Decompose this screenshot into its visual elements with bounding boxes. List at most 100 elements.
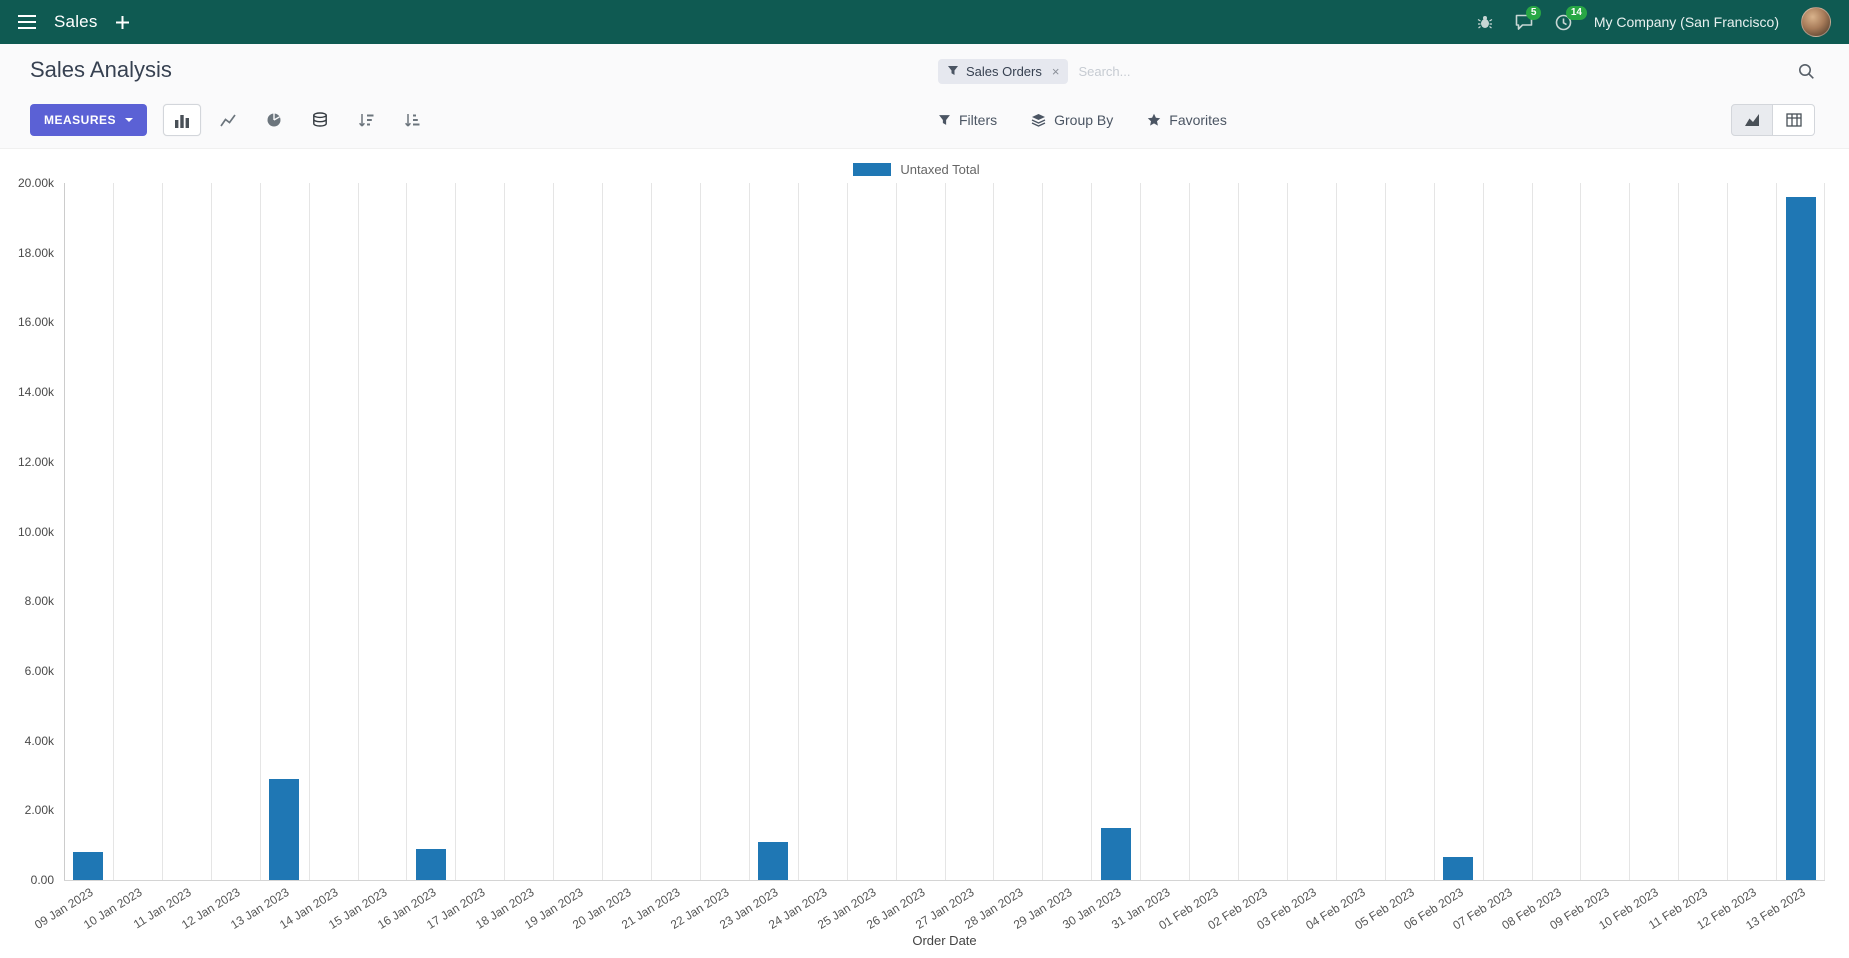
- favorites-menu-button[interactable]: Favorites: [1147, 112, 1227, 128]
- y-tick-label: 0.00: [30, 873, 54, 887]
- filters-label: Filters: [959, 112, 998, 128]
- gridline: [308, 183, 310, 880]
- gridline: [1531, 183, 1533, 880]
- plus-icon[interactable]: [115, 15, 129, 29]
- gridline: [259, 183, 261, 880]
- activities-clock-icon[interactable]: 14: [1555, 5, 1587, 31]
- x-axis-title: Order Date: [912, 933, 977, 948]
- gridline: [406, 183, 408, 880]
- gridline: [1140, 183, 1142, 880]
- search-input[interactable]: [1078, 63, 1788, 79]
- bar[interactable]: [1443, 857, 1474, 880]
- measures-button[interactable]: MEASURES: [30, 104, 148, 136]
- breadcrumb-row: Sales Analysis Sales Orders ×: [0, 44, 1849, 96]
- gridline: [210, 183, 212, 880]
- bar-chart-button[interactable]: [163, 104, 202, 136]
- top-navbar: Sales 5 14 My Company (San Francisc: [0, 0, 1849, 44]
- filters-menu-button[interactable]: Filters: [938, 112, 997, 128]
- gridline: [944, 183, 946, 880]
- gridline: [1727, 183, 1729, 880]
- search-icon[interactable]: [1798, 63, 1815, 80]
- y-tick-label: 14.00k: [17, 385, 54, 400]
- gridline: [112, 183, 114, 880]
- gridline: [651, 183, 652, 880]
- user-avatar[interactable]: [1801, 7, 1831, 37]
- pie-chart-button[interactable]: [255, 104, 293, 136]
- gridline: [455, 183, 457, 880]
- sort-descending-button[interactable]: [347, 104, 385, 136]
- group-by-label: Group By: [1054, 112, 1114, 128]
- gridline: [1678, 183, 1680, 880]
- filter-funnel-icon: [939, 114, 950, 125]
- gridline: [1238, 183, 1239, 880]
- x-axis: 09 Jan 2023 10 Jan 2023 11 Jan 2023 12 Jan …: [32, 885, 1808, 933]
- bar[interactable]: [1100, 827, 1131, 880]
- y-tick-label: 8.00k: [24, 594, 54, 609]
- y-tick-label: 2.00k: [24, 803, 54, 818]
- activities-badge: 14: [1565, 5, 1587, 20]
- bar[interactable]: [415, 848, 446, 880]
- chart-type-group: [163, 104, 431, 136]
- pivot-view-button[interactable]: [1773, 104, 1815, 136]
- favorites-label: Favorites: [1169, 112, 1227, 128]
- sort-ascending-button[interactable]: [393, 104, 431, 136]
- search-facet-label: Sales Orders: [966, 63, 1042, 79]
- gridline: [357, 183, 359, 880]
- gridline: [1189, 183, 1191, 880]
- debug-bug-icon[interactable]: [1477, 14, 1493, 30]
- star-icon: [1148, 113, 1161, 126]
- apps-menu-icon[interactable]: [18, 15, 36, 29]
- bar[interactable]: [1785, 196, 1816, 880]
- y-tick-label: 4.00k: [24, 733, 54, 748]
- measures-label: MEASURES: [44, 113, 117, 127]
- gridline: [993, 183, 995, 880]
- gridline: [1384, 183, 1386, 880]
- search-facet[interactable]: Sales Orders ×: [938, 58, 1069, 84]
- page-title: Sales Analysis: [30, 57, 172, 82]
- group-by-menu-button[interactable]: Group By: [1031, 112, 1113, 128]
- layers-icon: [1031, 114, 1046, 127]
- gridline: [1335, 183, 1337, 880]
- facet-remove-icon[interactable]: ×: [1051, 63, 1060, 79]
- gridline: [1433, 183, 1435, 880]
- y-tick-label: 20.00k: [17, 176, 54, 190]
- stacked-toggle-button[interactable]: [301, 104, 339, 136]
- plot-area: [64, 183, 1825, 881]
- legend-label: Untaxed Total: [900, 161, 980, 177]
- gridline: [1776, 183, 1778, 880]
- chart-legend[interactable]: Untaxed Total: [8, 155, 1825, 183]
- bar[interactable]: [269, 778, 300, 880]
- gridline: [797, 183, 799, 880]
- gridline: [1824, 183, 1825, 880]
- filter-funnel-icon: [948, 66, 958, 75]
- view-switcher: [1731, 104, 1815, 136]
- messages-badge: 5: [1525, 6, 1542, 20]
- messages-icon[interactable]: 5: [1515, 6, 1542, 30]
- y-tick-label: 12.00k: [17, 454, 54, 469]
- bar[interactable]: [73, 852, 104, 880]
- company-switcher[interactable]: My Company (San Francisco): [1593, 14, 1779, 30]
- gridline: [504, 183, 506, 880]
- gridline: [748, 183, 750, 880]
- view-controls-row: MEASURES: [0, 96, 1849, 144]
- area-chart-icon: [1745, 114, 1759, 126]
- gridline: [1042, 183, 1044, 880]
- pivot-table-icon: [1785, 113, 1802, 127]
- graph-view-button[interactable]: [1731, 104, 1773, 136]
- y-axis: 20.00k 18.00k 16.00k 14.00k 12.00k 10.00k 8.00…: [8, 176, 64, 887]
- gridline: [1091, 183, 1093, 880]
- chevron-down-icon: [125, 118, 134, 122]
- y-axis-line: [64, 183, 65, 880]
- legend-swatch: [853, 162, 892, 176]
- app-name[interactable]: Sales: [54, 12, 98, 31]
- control-panel: Sales Analysis Sales Orders × MEASURES: [0, 44, 1849, 149]
- line-chart-button[interactable]: [209, 104, 247, 136]
- bar[interactable]: [758, 841, 789, 880]
- gridline: [1286, 183, 1288, 880]
- gridline: [1482, 183, 1484, 880]
- gridline: [846, 183, 848, 880]
- gridline: [602, 183, 604, 880]
- graph-view: Untaxed Total 20.00k 18.00k 16.00k 14.00k 12…: [0, 149, 1849, 954]
- y-tick-label: 6.00k: [24, 663, 54, 678]
- gridline: [895, 183, 897, 880]
